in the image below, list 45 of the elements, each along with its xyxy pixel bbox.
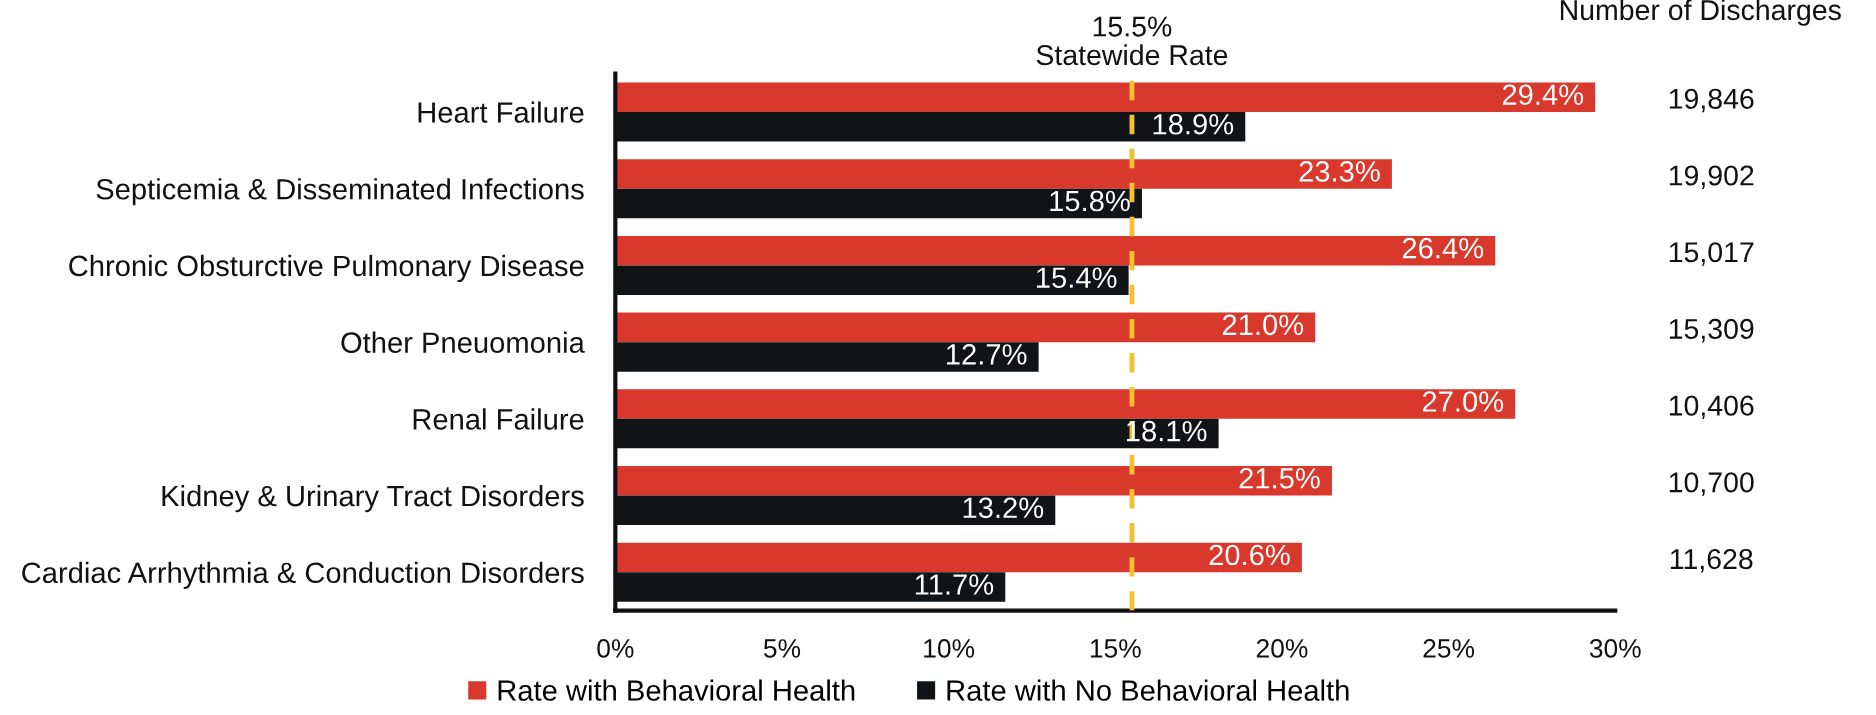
y-tick-label: Kidney & Urinary Tract Disorders [162,484,584,513]
ref-line-label: 15.5% Statewide Rate [1036,16,1228,66]
x-tick-label: 15% [1090,639,1141,658]
data-label: 15.8% [1050,190,1130,212]
text: Number of Discharges [1560,0,1841,26]
bar [615,235,1496,266]
bar [615,312,1316,343]
y-tick-label: Septicemia & Disseminated Infections [96,178,584,206]
data-label: 23.3% [1299,161,1380,182]
bar [615,389,1516,419]
data-label: 21.0% [1222,314,1304,336]
data-label: 29.4% [1502,84,1584,106]
data-label: 15.4% [1037,267,1117,289]
data-label: 27.0% [1422,391,1504,412]
text: 19,846 [1669,88,1754,113]
x-tick-label: 10% [924,639,975,658]
x-tick-label: 25% [1423,639,1475,658]
data-label: 11.7% [915,574,994,595]
text: 10,406 [1669,395,1754,420]
legend-label: Rate with No Behavioral Health [947,679,1349,701]
data-label: 18.9% [1153,113,1234,135]
x-tick-label: 5% [763,639,801,658]
data-label: 13.2% [963,497,1044,519]
y-tick-label: Renal Failure [413,408,584,430]
y-tick-label: Cardiac Arrhythmia & Conduction Disorders [22,561,584,589]
data-label: 21.5% [1239,467,1320,489]
y-tick-label: Chronic Obsturctive Pulmonary Disease [69,254,584,283]
y-tick-label: Other Pneuomonia [341,331,585,353]
text: 15,017 [1669,242,1754,266]
bar [615,542,1302,573]
text: 15,309 [1669,318,1754,343]
text: 11,628 [1670,549,1753,573]
text: 10,700 [1669,472,1754,496]
bar [615,82,1596,112]
data-label: 26.4% [1402,237,1484,259]
bar [615,466,1332,496]
data-label: 20.6% [1209,544,1290,566]
x-tick-label: 20% [1256,639,1308,658]
bar [615,159,1392,189]
x-tick-label: 0% [597,639,634,658]
text: 19,902 [1669,165,1754,189]
data-label: 12.7% [947,344,1027,365]
x-tick-label: 30% [1589,639,1641,658]
legend-label: Rate with Behavioral Health [498,679,855,701]
y-tick-label: Heart Failure [418,101,584,123]
